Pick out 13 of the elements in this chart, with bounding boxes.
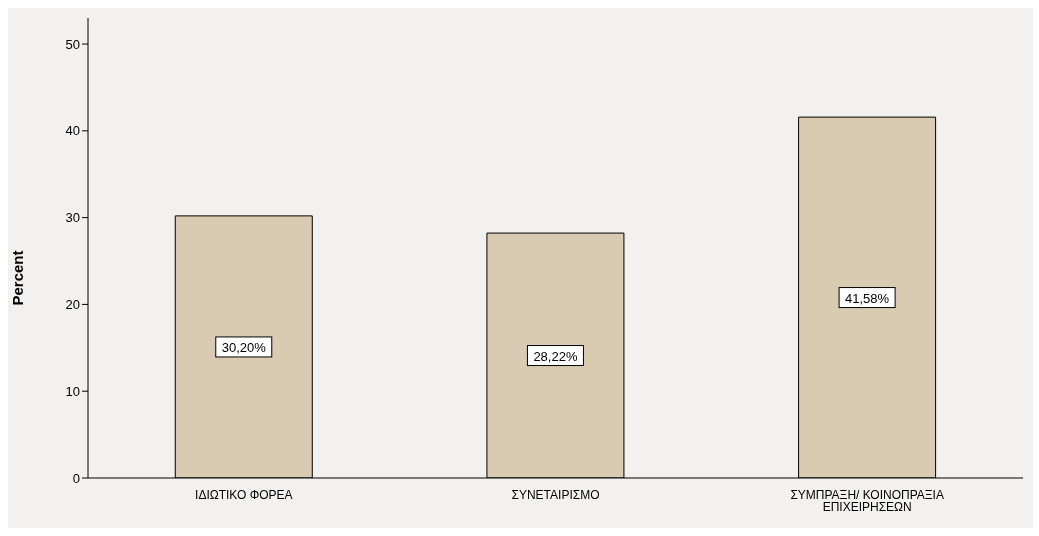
x-tick-label: ΣΥΝΕΤΑΙΡΙΣΜΟ [511,487,600,502]
y-tick-label: 30 [65,210,80,226]
y-tick-label: 0 [72,470,80,486]
y-tick-label: 50 [65,36,80,52]
x-tick-label: ΣΥΜΠΡΑΞΗ/ ΚΟΙΝΟΠΡΑΞΙΑ ΕΠΙΧΕΙΡΗΣΕΩΝ [790,487,944,514]
y-tick-label: 20 [65,297,80,313]
x-tick-label: ΙΔΙΩΤΙΚΟ ΦΟΡΕΑ [195,487,293,502]
data-label: 30,20% [221,339,267,355]
data-label: 41,58% [845,290,890,306]
y-axis-title: Percent [9,250,27,306]
y-tick-label: 10 [65,383,80,399]
y-tick-label: 40 [65,123,80,139]
data-label: 28,22% [533,348,578,364]
